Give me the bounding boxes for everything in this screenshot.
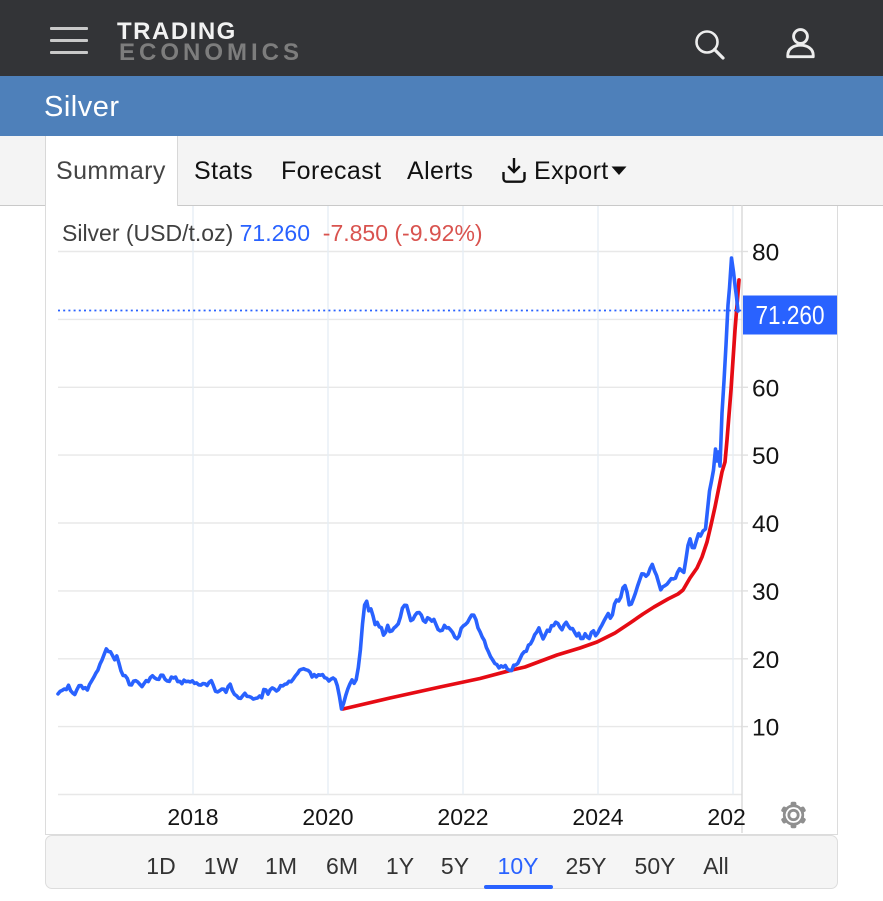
svg-text:60: 60	[752, 375, 779, 402]
svg-text:2026: 2026	[707, 804, 758, 830]
svg-text:80: 80	[752, 240, 779, 267]
svg-text:2018: 2018	[167, 804, 218, 830]
svg-text:2022: 2022	[437, 804, 488, 830]
svg-text:20: 20	[752, 647, 779, 674]
svg-text:2020: 2020	[302, 804, 353, 830]
svg-text:71.260: 71.260	[756, 302, 825, 330]
svg-text:50: 50	[752, 443, 779, 470]
svg-text:2024: 2024	[572, 804, 623, 830]
svg-text:40: 40	[752, 511, 779, 538]
svg-text:30: 30	[752, 579, 779, 606]
svg-text:10: 10	[752, 715, 779, 742]
